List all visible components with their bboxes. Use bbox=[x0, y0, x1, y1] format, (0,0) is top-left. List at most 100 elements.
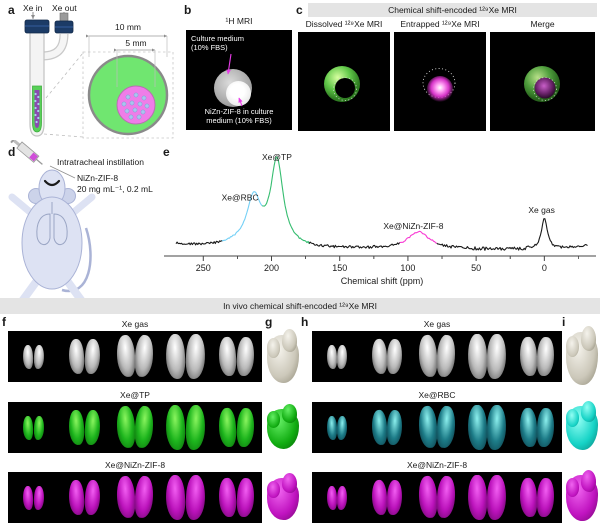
lung-lobe bbox=[114, 405, 137, 450]
panel-d-letter: d bbox=[8, 145, 16, 159]
lung-lobe bbox=[83, 479, 101, 516]
svg-text:100: 100 bbox=[400, 263, 415, 273]
render-i-xe-rbc bbox=[565, 401, 599, 451]
subpanel-entrapped-title: Entrapped ¹²⁹Xe MRI bbox=[400, 19, 480, 29]
lung-lobe bbox=[486, 404, 508, 451]
mri-strip-h-xe-zif bbox=[312, 472, 562, 523]
row-title-f-xe-tp: Xe@TP bbox=[120, 390, 150, 400]
lung-slice bbox=[412, 472, 462, 523]
render-blob bbox=[565, 478, 580, 498]
nizn-zif8-annotation: NiZn-ZIF-8 in culture medium (10% FBS) bbox=[204, 107, 274, 125]
lung-lobe bbox=[518, 407, 538, 448]
lung-slice bbox=[211, 472, 262, 523]
lung-lobe bbox=[22, 415, 34, 440]
lung-slice bbox=[412, 331, 462, 382]
render-blob bbox=[266, 411, 281, 428]
lung-lobe bbox=[536, 336, 556, 377]
lung-lobe bbox=[22, 485, 34, 510]
svg-text:Xe@RBC: Xe@RBC bbox=[222, 192, 259, 202]
lung-lobe bbox=[486, 333, 508, 380]
lung-lobe bbox=[536, 407, 556, 448]
lung-lobe bbox=[336, 344, 348, 369]
panel-b-title: ¹H MRI bbox=[225, 16, 253, 26]
lung-lobe bbox=[218, 336, 238, 377]
lung-lobe bbox=[165, 333, 187, 380]
lung-lobe bbox=[133, 405, 156, 450]
lung-lobe bbox=[466, 404, 488, 451]
render-blob bbox=[266, 480, 281, 498]
xe-nmr-spectrum-chart: 250 200 150 100 50 0 Chemical shift (ppm) Xe@RB… bbox=[164, 152, 596, 286]
lung-lobe bbox=[165, 404, 187, 451]
row-title-f-xe-zif: Xe@NiZn-ZIF-8 bbox=[104, 460, 166, 470]
lung-slice bbox=[362, 472, 412, 523]
render-blob bbox=[565, 409, 580, 427]
dose-label: 20 mg mL⁻¹, 0.2 mL bbox=[77, 184, 153, 194]
lung-lobe bbox=[386, 479, 404, 516]
panel-e-letter: e bbox=[163, 145, 170, 159]
lung-slice bbox=[512, 402, 562, 453]
dissolved-xe-mri-image bbox=[298, 32, 390, 131]
lung-lobe bbox=[185, 404, 207, 451]
lung-lobe bbox=[336, 485, 348, 510]
lung-slice bbox=[211, 331, 262, 382]
render-i-xe-gas bbox=[565, 326, 599, 386]
lung-slice bbox=[412, 402, 462, 453]
svg-text:150: 150 bbox=[332, 263, 347, 273]
lung-lobe bbox=[417, 405, 439, 450]
lung-lobe bbox=[536, 477, 556, 518]
lung-slice bbox=[160, 472, 211, 523]
xe-in-label: Xe in bbox=[23, 3, 43, 13]
procedure-label: Intratracheal instillation bbox=[57, 157, 144, 167]
render-blob bbox=[580, 470, 597, 492]
svg-text:0: 0 bbox=[542, 263, 547, 273]
lung-slice bbox=[110, 331, 161, 382]
mri-strip-f-xe-gas bbox=[8, 331, 262, 382]
lung-slice bbox=[59, 331, 110, 382]
render-blob bbox=[281, 404, 298, 424]
mri-strip-f-xe-tp bbox=[8, 402, 262, 453]
svg-text:Xe@NiZn-ZIF-8: Xe@NiZn-ZIF-8 bbox=[383, 221, 443, 231]
lung-lobe bbox=[218, 407, 238, 448]
lung-slice bbox=[362, 402, 412, 453]
subpanel-merge-title: Merge bbox=[530, 19, 555, 29]
mouse-illustration bbox=[8, 140, 96, 308]
in-vivo-header-bar: In vivo chemical shift-encoded ¹²⁹Xe MRI bbox=[0, 298, 600, 314]
lung-slice bbox=[312, 472, 362, 523]
row-title-f-xe-gas: Xe gas bbox=[121, 319, 149, 329]
merge-mri-image bbox=[490, 32, 595, 131]
lung-lobe bbox=[336, 415, 348, 440]
lung-slice bbox=[512, 472, 562, 523]
lung-lobe bbox=[326, 344, 338, 369]
lung-lobe bbox=[67, 479, 86, 516]
xe-out-label: Xe out bbox=[52, 3, 77, 13]
lung-lobe bbox=[133, 334, 156, 379]
row-title-h-xe-rbc: Xe@RBC bbox=[418, 390, 456, 400]
lung-slice bbox=[312, 402, 362, 453]
svg-text:250: 250 bbox=[196, 263, 211, 273]
lung-lobe bbox=[33, 344, 45, 369]
lung-lobe bbox=[417, 334, 439, 379]
panel-f-letter: f bbox=[2, 315, 6, 329]
lung-slice bbox=[160, 331, 211, 382]
lung-lobe bbox=[486, 474, 508, 521]
outer-diameter-label: 10 mm bbox=[115, 22, 141, 32]
lung-slice bbox=[462, 331, 512, 382]
lung-slice bbox=[110, 472, 161, 523]
svg-text:Xe@TP: Xe@TP bbox=[262, 152, 292, 162]
entrapped-xe-mri-image bbox=[394, 32, 486, 131]
render-g-xe-tp bbox=[266, 404, 300, 450]
svg-text:Xe gas: Xe gas bbox=[528, 205, 554, 215]
culture-medium-annotation: Culture medium (10% FBS) bbox=[191, 34, 244, 52]
lung-slice bbox=[160, 402, 211, 453]
panel-h-letter: h bbox=[301, 315, 309, 329]
mri-strip-h-xe-rbc bbox=[312, 402, 562, 453]
lung-slice bbox=[312, 331, 362, 382]
inner-diameter-label: 5 mm bbox=[125, 38, 147, 48]
row-title-h-xe-gas: Xe gas bbox=[423, 319, 451, 329]
lung-slice bbox=[512, 331, 562, 382]
lung-slice bbox=[8, 472, 59, 523]
render-blob bbox=[580, 326, 597, 352]
lung-slice bbox=[211, 402, 262, 453]
lung-lobe bbox=[33, 485, 45, 510]
